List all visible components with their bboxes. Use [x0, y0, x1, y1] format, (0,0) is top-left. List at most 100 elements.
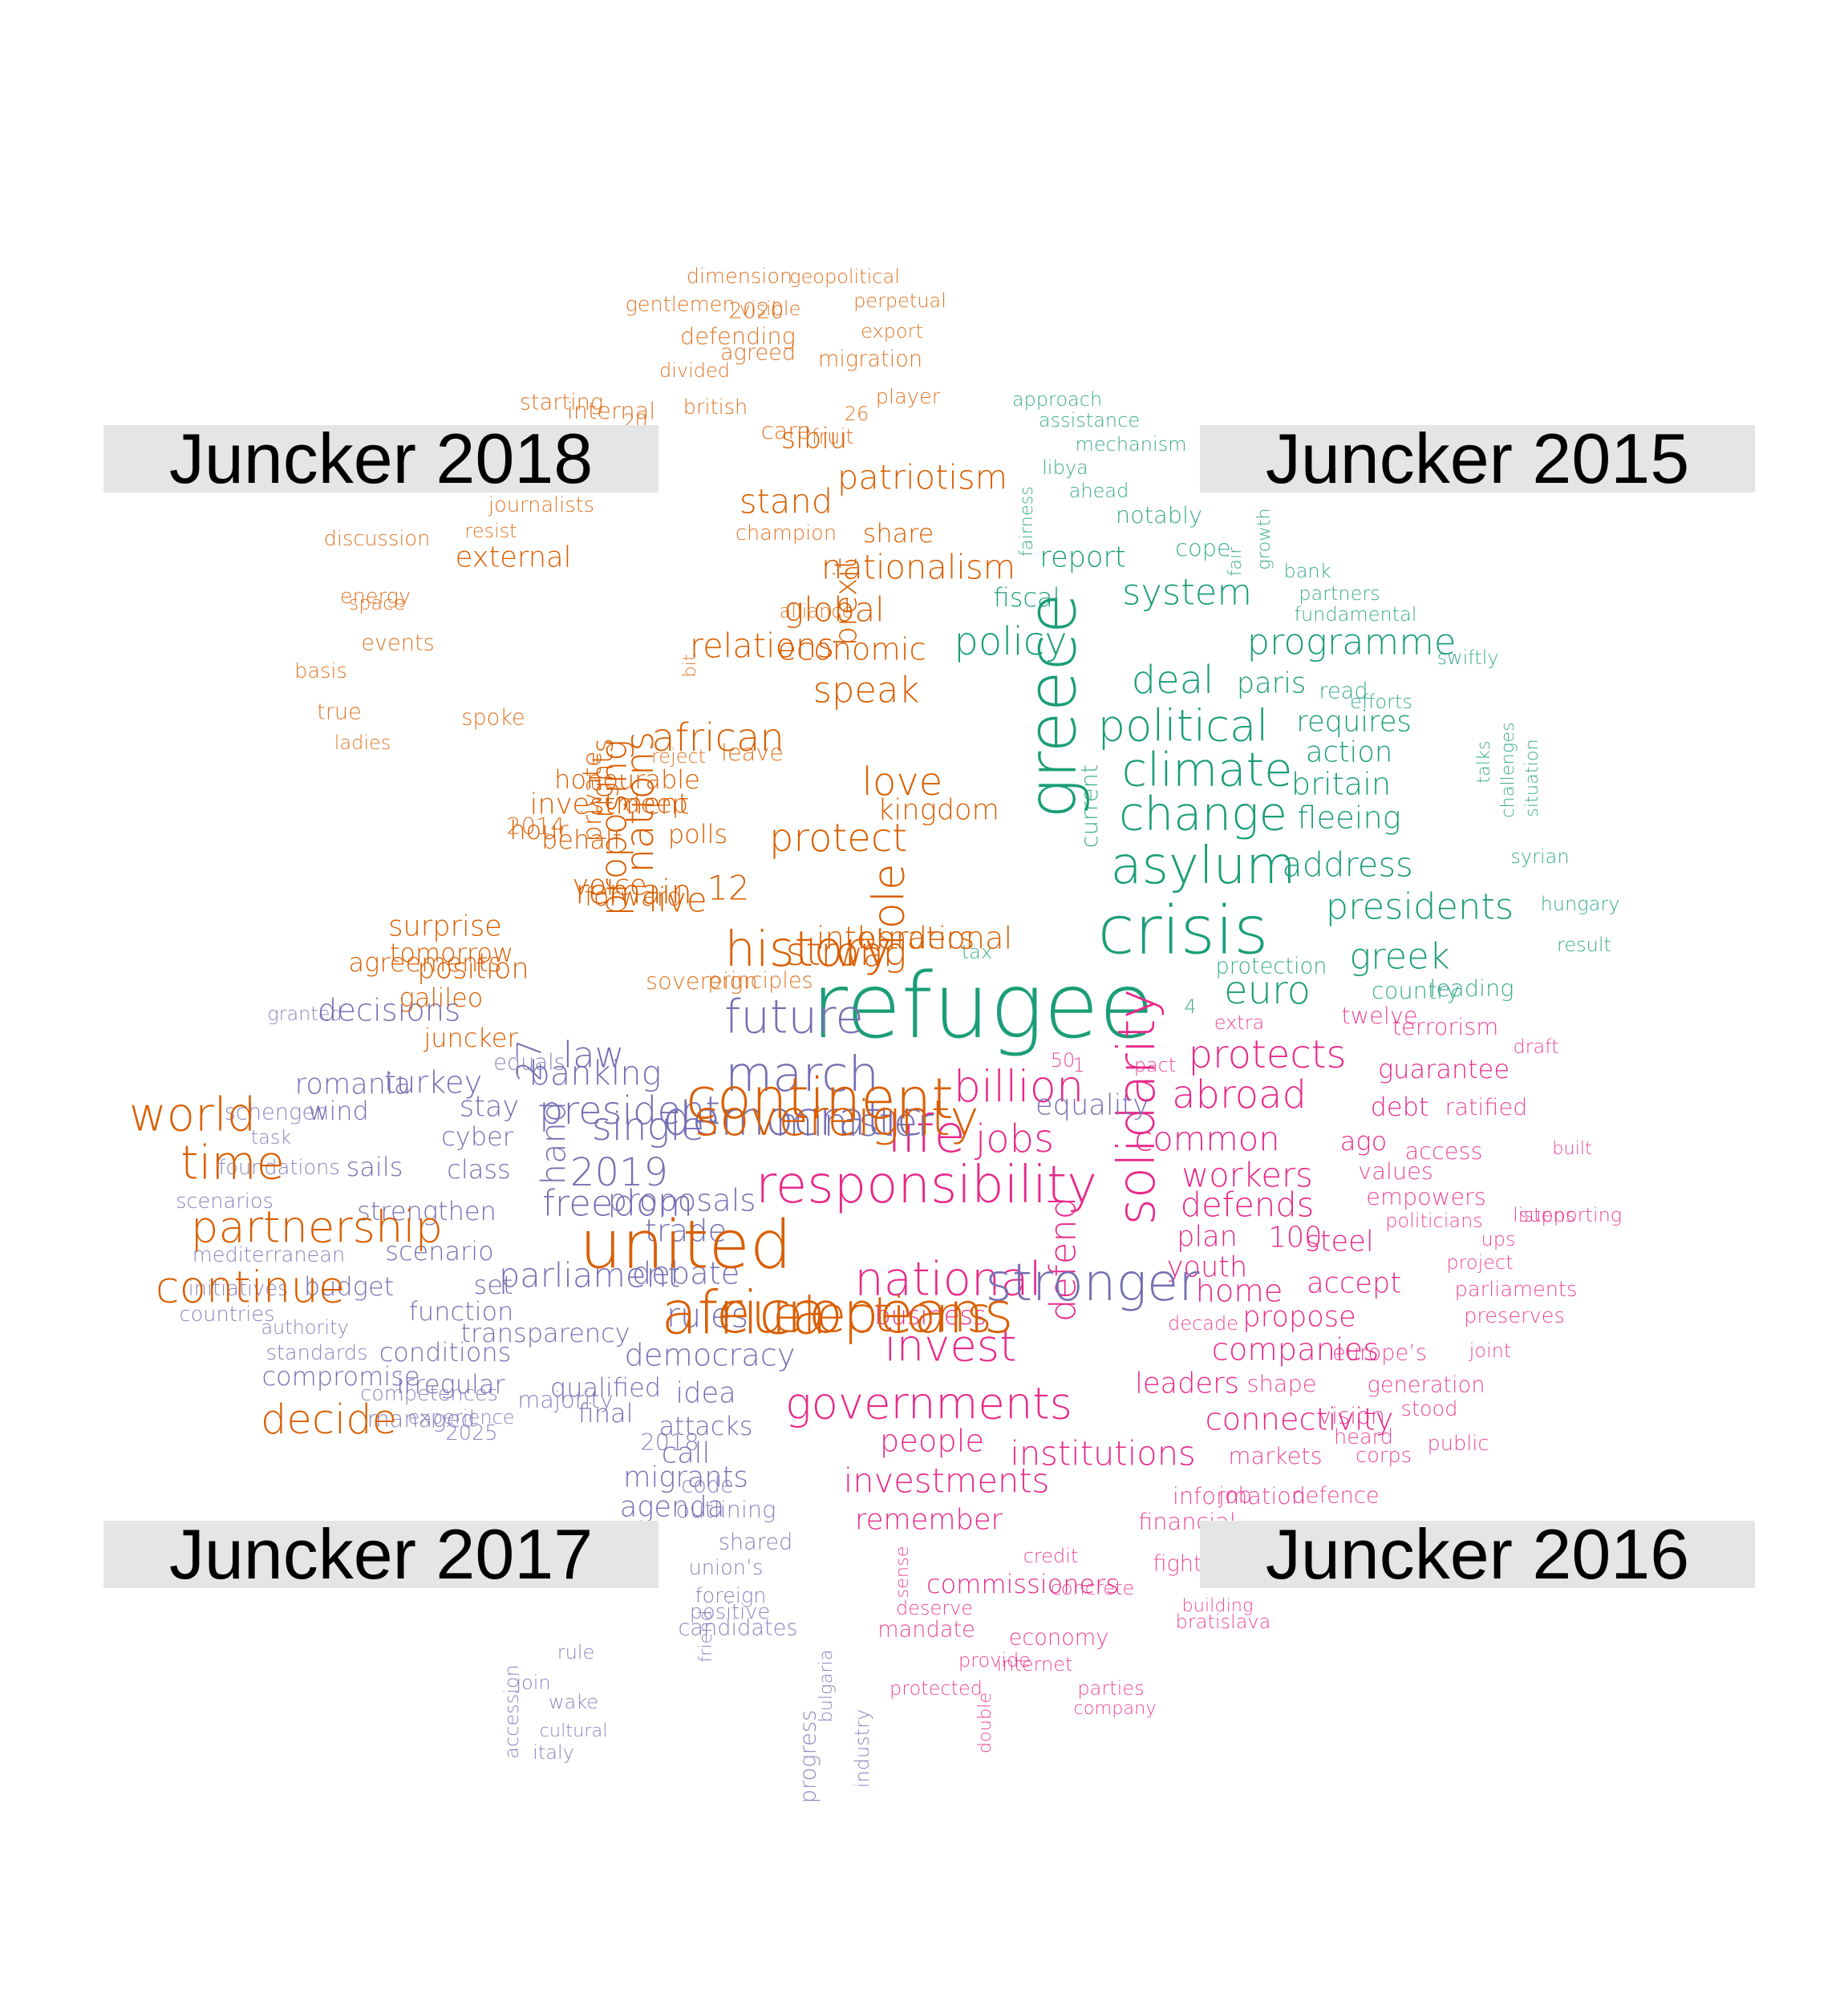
cloud-word: debt [1371, 1092, 1429, 1122]
cloud-word: conditions [379, 1337, 512, 1368]
cloud-word: mandate [877, 1618, 975, 1643]
cloud-word: british [683, 395, 748, 419]
cloud-word: home [1196, 1274, 1283, 1310]
cloud-word: strong [785, 930, 906, 975]
cloud-word: geopolitical [789, 265, 900, 288]
cloud-word: fair [1225, 546, 1246, 577]
cloud-word: national [854, 1253, 1041, 1307]
cloud-word: fundamental [1295, 603, 1417, 626]
cloud-word: banking [529, 1054, 661, 1093]
cloud-word: mediterranean [192, 1243, 345, 1267]
cloud-word: protection [1216, 954, 1327, 979]
cloud-word: company [1073, 1698, 1156, 1719]
cloud-word: time [180, 1137, 285, 1190]
cloud-word: refugee [811, 954, 1154, 1059]
cloud-word: decade [1168, 1312, 1238, 1335]
cloud-word: shared [719, 1530, 793, 1555]
cloud-word: compromise [261, 1361, 419, 1392]
cloud-word: britain [1291, 767, 1391, 803]
cloud-word: private [577, 751, 607, 841]
cloud-word: decide [261, 1396, 397, 1444]
cloud-word: politicians [1385, 1210, 1483, 1232]
cloud-word: visible [740, 298, 801, 320]
cloud-word: economic [777, 632, 926, 668]
cloud-word: stand [740, 482, 833, 521]
cloud-word: economy [1009, 1626, 1109, 1651]
cloud-word: care [761, 417, 811, 444]
cloud-word: 12 [707, 869, 750, 908]
cloud-word: people [880, 1424, 984, 1460]
cloud-word: parties [1077, 1677, 1144, 1700]
cloud-word: behalf [541, 825, 622, 855]
cloud-word: joint [1469, 1339, 1512, 1362]
cloud-word: abroad [1172, 1072, 1307, 1117]
cloud-word: jobs [975, 1116, 1054, 1161]
cloud-word: protect [769, 816, 907, 861]
cloud-word: notably [1116, 501, 1202, 529]
cloud-word: libya [1042, 456, 1088, 479]
cloud-word: code [681, 1473, 734, 1498]
cloud-word: defending [680, 322, 796, 350]
cloud-word: leading [1429, 975, 1514, 1002]
panel-label-2015: Juncker 2015 [1200, 419, 1755, 498]
cloud-word: heard [1334, 1425, 1393, 1449]
cloud-word: journalists [488, 493, 594, 517]
cloud-word: project [1446, 1251, 1513, 1274]
cloud-word: deal [1132, 658, 1214, 703]
cloud-word: concrete [1051, 1577, 1135, 1599]
cloud-word: read [1319, 679, 1368, 704]
cloud-word: 100 [1268, 1222, 1322, 1254]
cloud-word: investments [844, 1461, 1050, 1501]
cloud-word: turkey [384, 1065, 482, 1101]
cloud-word: rule [557, 1641, 595, 1664]
cloud-word: internet [997, 1653, 1073, 1676]
cloud-word: function [409, 1296, 514, 1327]
cloud-word: 4 [1184, 995, 1196, 1018]
cloud-word: growth [1254, 508, 1275, 569]
cloud-word: accession [500, 1664, 523, 1758]
cloud-word: credit [1023, 1545, 1079, 1567]
cloud-word: policy [954, 619, 1067, 664]
cloud-word: proposing [593, 740, 635, 916]
cloud-word: friend [695, 1610, 716, 1663]
cloud-word: rules [667, 1296, 748, 1335]
cloud-word: companies [1212, 1332, 1380, 1368]
cloud-word: steel [1305, 1226, 1373, 1258]
cloud-word: shape [1247, 1370, 1317, 1397]
cloud-word: experience [407, 1406, 514, 1429]
cloud-word: equality [1035, 1089, 1149, 1122]
cloud-word: cultural [540, 1720, 608, 1741]
cloud-word: euro [1224, 968, 1311, 1013]
cloud-word: migration [818, 347, 922, 372]
cloud-word: building [1182, 1595, 1254, 1616]
cloud-word: initiatives [188, 1277, 289, 1301]
cloud-word: crisis [1098, 892, 1269, 970]
cloud-word: ratified [1445, 1093, 1528, 1121]
cloud-word: progress [796, 1710, 821, 1803]
cloud-word: sibiu [781, 423, 848, 456]
cloud-word: greece [1014, 593, 1092, 819]
cloud-word: 1 [1072, 1054, 1084, 1076]
cloud-word: plan [1177, 1221, 1238, 1254]
cloud-word: join [515, 1672, 550, 1694]
cloud-word: discussion [324, 527, 431, 551]
panel-label-2017: Juncker 2017 [103, 1514, 659, 1594]
cloud-word: tomorrow [390, 938, 513, 968]
cloud-word: space [349, 592, 405, 614]
cloud-word: countries [180, 1303, 275, 1327]
cloud-word: energy [340, 585, 411, 609]
cloud-word: commissioners [926, 1569, 1119, 1599]
cloud-word: job [1218, 1484, 1251, 1509]
cloud-word: decisions [318, 993, 460, 1029]
cloud-word: equals [493, 1051, 565, 1076]
cloud-word: attacks [659, 1411, 752, 1441]
cloud-word: assistance [1039, 409, 1140, 432]
cloud-word: public [1427, 1432, 1489, 1456]
cloud-word: stood [1401, 1397, 1458, 1421]
cloud-word: remember [855, 1504, 1003, 1537]
cloud-word: true [317, 700, 362, 725]
cloud-word: system [1122, 571, 1252, 614]
cloud-word: 2014 [506, 813, 565, 840]
cloud-word: sovereign [646, 967, 758, 995]
cloud-word: twelve [1341, 1002, 1417, 1029]
